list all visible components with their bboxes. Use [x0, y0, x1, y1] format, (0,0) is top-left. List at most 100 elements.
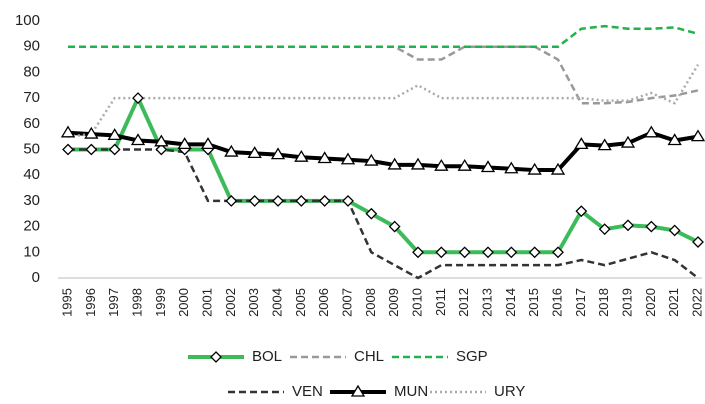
marker [295, 194, 308, 207]
marker [692, 236, 704, 248]
x-tick-label: 1996 [83, 288, 98, 317]
marker [132, 92, 144, 105]
x-tick-label: 1995 [59, 288, 74, 317]
marker [575, 205, 588, 218]
x-tick-label: 2015 [526, 288, 541, 317]
marker [480, 160, 496, 173]
x-tick-label: 2000 [176, 288, 191, 317]
legend-label: SGP [456, 348, 488, 365]
marker [317, 151, 332, 164]
marker [645, 220, 658, 233]
legend-label: MUN [394, 383, 428, 400]
legend-marker [210, 351, 222, 363]
series-line [67, 64, 700, 138]
x-tick-label: 2012 [456, 288, 471, 317]
marker [598, 223, 611, 236]
x-tick-label: 2022 [689, 288, 704, 317]
marker [85, 143, 98, 156]
marker [84, 126, 99, 139]
x-tick-label: 2001 [199, 288, 214, 317]
x-tick-label: 2018 [596, 288, 611, 317]
x-tick-label: 2021 [666, 288, 681, 317]
x-tick-label: 2011 [433, 288, 448, 316]
x-tick-label: 2014 [503, 288, 518, 317]
x-tick-label: 2017 [573, 288, 588, 317]
y-tick-label: 90 [23, 38, 40, 55]
marker [505, 246, 518, 259]
marker [225, 194, 238, 207]
x-tick-label: 2010 [409, 288, 424, 317]
y-tick-label: 40 [23, 166, 40, 183]
marker [224, 144, 239, 157]
marker [130, 133, 146, 146]
marker [667, 133, 682, 146]
marker [272, 194, 284, 207]
legend-label: URY [494, 383, 525, 400]
series-line [68, 24, 699, 48]
x-tick-label: 2006 [316, 288, 331, 317]
marker [597, 138, 612, 151]
marker [622, 219, 634, 232]
x-tick-label: 2003 [246, 288, 261, 317]
x-tick-label: 1999 [153, 288, 168, 317]
x-tick-label: 2013 [479, 288, 494, 317]
y-tick-label: 100 [15, 12, 40, 29]
marker [365, 207, 378, 220]
marker [434, 158, 449, 171]
marker [155, 143, 168, 156]
marker [457, 158, 472, 171]
marker [550, 162, 566, 175]
y-tick-label: 80 [23, 63, 40, 80]
x-tick-label: 2019 [619, 288, 634, 317]
legend-marker [350, 384, 366, 397]
marker [340, 152, 356, 165]
y-tick-label: 60 [23, 115, 40, 132]
marker [108, 143, 121, 156]
marker [200, 137, 216, 150]
x-tick-label: 2007 [339, 288, 354, 317]
marker [60, 125, 76, 138]
y-tick-label: 0 [32, 269, 40, 286]
x-tick-label: 2005 [293, 288, 308, 317]
marker [248, 194, 261, 207]
series-line [68, 45, 699, 105]
marker [247, 146, 262, 159]
marker [690, 129, 705, 142]
marker [528, 246, 541, 259]
x-tick-label: 2020 [643, 288, 658, 317]
x-tick-label: 2016 [549, 288, 564, 317]
marker [458, 246, 471, 259]
marker [177, 137, 192, 150]
marker [552, 246, 564, 259]
y-tick-label: 30 [23, 192, 40, 209]
marker [482, 246, 494, 259]
marker [62, 143, 74, 156]
marker [154, 134, 169, 147]
marker [107, 128, 122, 141]
marker [574, 137, 589, 150]
marker [620, 135, 636, 148]
series-line [67, 130, 699, 173]
legend-label: BOL [252, 348, 282, 365]
marker [668, 224, 681, 237]
x-tick-label: 2008 [363, 288, 378, 317]
y-tick-label: 10 [23, 243, 40, 260]
x-tick-label: 1997 [106, 288, 121, 317]
marker [410, 157, 426, 170]
y-tick-label: 70 [23, 89, 40, 106]
marker [270, 147, 286, 160]
marker [435, 246, 448, 259]
marker [364, 153, 379, 166]
series-line [68, 96, 699, 255]
y-tick-label: 20 [23, 218, 40, 235]
marker [527, 162, 542, 175]
x-tick-label: 2004 [269, 288, 284, 317]
y-tick-label: 50 [23, 140, 40, 157]
marker [294, 149, 309, 162]
marker [318, 194, 331, 207]
marker [342, 194, 354, 207]
legend-label: CHL [354, 348, 384, 365]
marker [387, 157, 402, 170]
marker [504, 161, 519, 174]
